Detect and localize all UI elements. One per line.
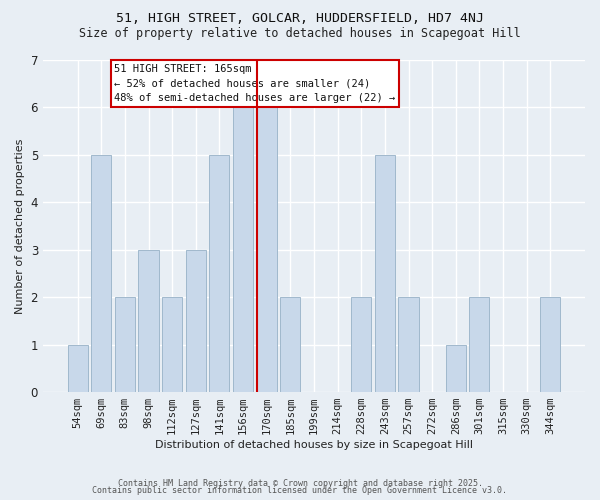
Bar (469, 297, 490, 392)
Bar (375, 155, 395, 392)
Bar (209, 155, 229, 392)
Bar (115, 297, 135, 392)
Bar (398, 297, 419, 392)
Bar (139, 250, 158, 392)
Text: Contains public sector information licensed under the Open Government Licence v3: Contains public sector information licen… (92, 486, 508, 495)
Bar (351, 297, 371, 392)
Bar (233, 108, 253, 392)
Bar (280, 297, 301, 392)
X-axis label: Distribution of detached houses by size in Scapegoat Hill: Distribution of detached houses by size … (155, 440, 473, 450)
Bar (257, 108, 277, 392)
Bar (446, 344, 466, 392)
Bar (91, 155, 111, 392)
Text: 51, HIGH STREET, GOLCAR, HUDDERSFIELD, HD7 4NJ: 51, HIGH STREET, GOLCAR, HUDDERSFIELD, H… (116, 12, 484, 26)
Text: Size of property relative to detached houses in Scapegoat Hill: Size of property relative to detached ho… (79, 28, 521, 40)
Bar (186, 250, 206, 392)
Text: 51 HIGH STREET: 165sqm
← 52% of detached houses are smaller (24)
48% of semi-det: 51 HIGH STREET: 165sqm ← 52% of detached… (114, 64, 395, 104)
Bar (68, 344, 88, 392)
Y-axis label: Number of detached properties: Number of detached properties (15, 138, 25, 314)
Text: Contains HM Land Registry data © Crown copyright and database right 2025.: Contains HM Land Registry data © Crown c… (118, 478, 482, 488)
Bar (540, 297, 560, 392)
Bar (162, 297, 182, 392)
